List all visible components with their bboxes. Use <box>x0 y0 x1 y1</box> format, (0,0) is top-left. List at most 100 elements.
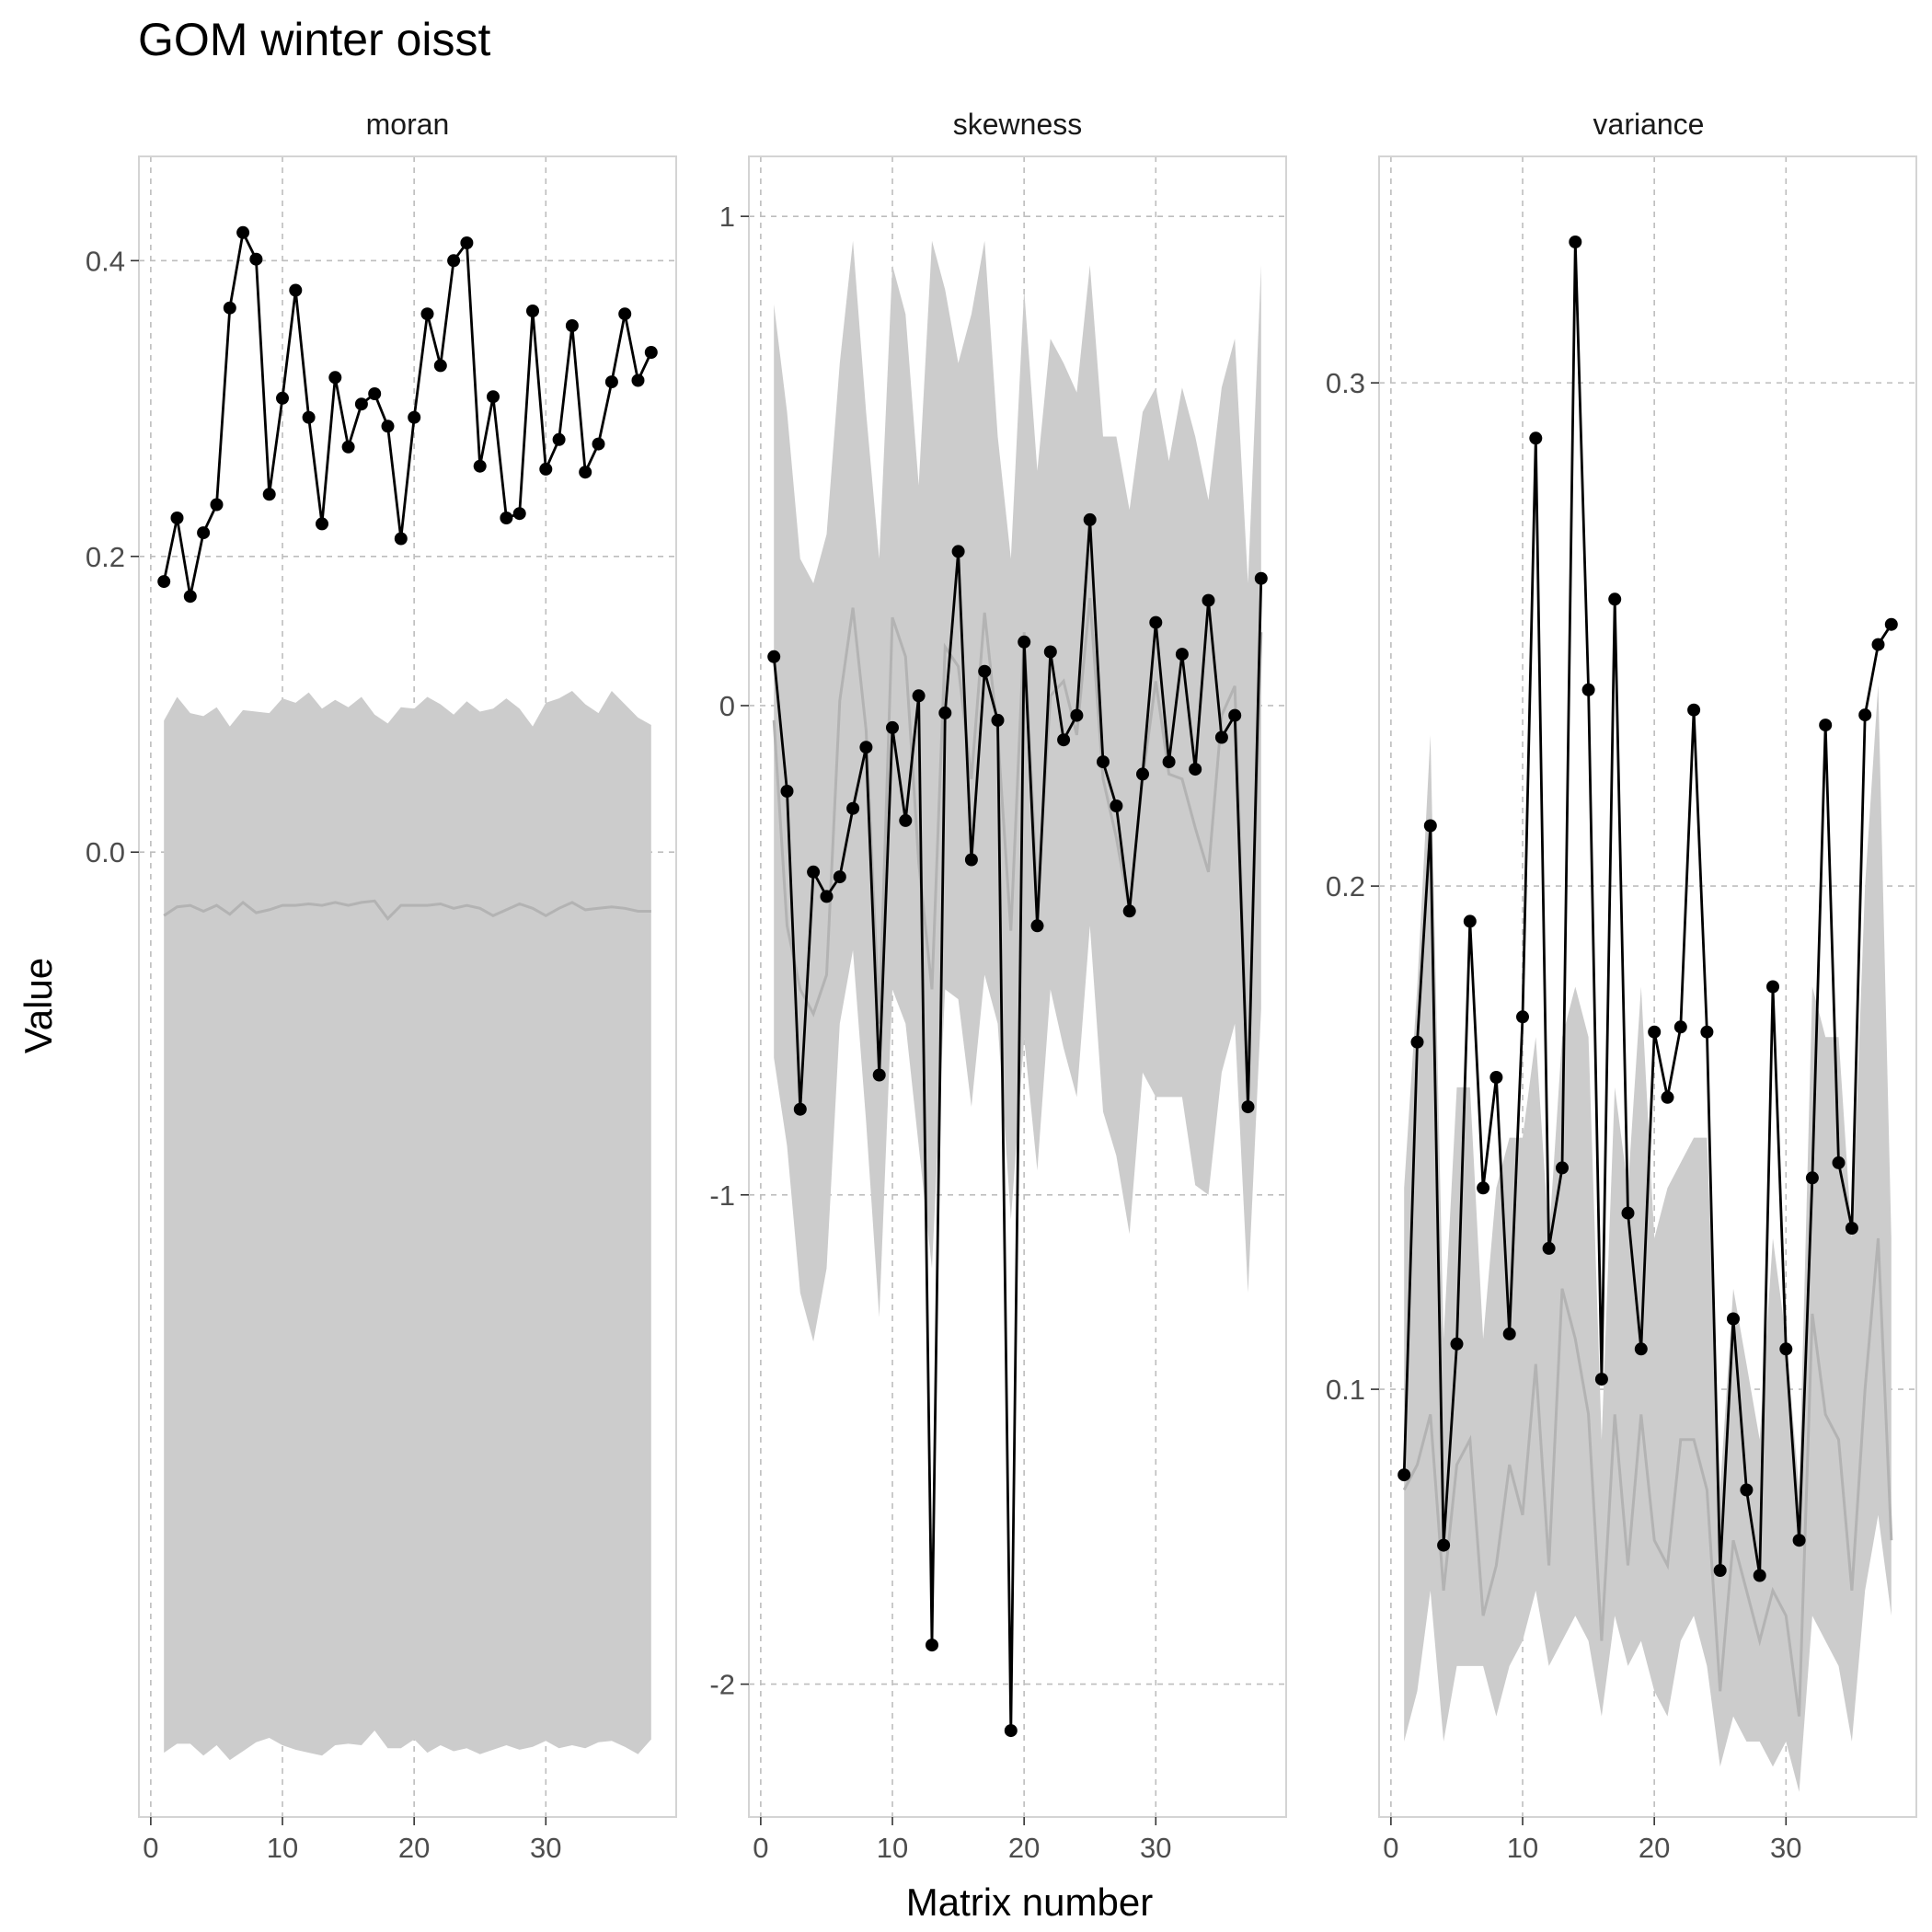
data-point <box>408 410 421 424</box>
data-point <box>1175 648 1189 661</box>
y-axis-ticks: -2 -1 0 1 <box>709 201 749 1701</box>
chart-title: GOM winter oisst <box>138 14 491 65</box>
data-point <box>1122 904 1136 918</box>
data-point <box>1740 1483 1754 1497</box>
data-point <box>846 801 860 815</box>
data-point <box>565 319 579 332</box>
data-point <box>926 1639 938 1652</box>
data-point <box>592 437 605 451</box>
data-point <box>197 526 211 540</box>
data-point <box>1241 1100 1255 1114</box>
data-point <box>644 346 658 359</box>
data-point <box>1463 914 1477 928</box>
data-point <box>1136 767 1149 781</box>
panel-frame <box>748 155 1287 1818</box>
data-point <box>1043 645 1057 659</box>
x-axis-title: Matrix number <box>906 1880 1153 1924</box>
data-point <box>1687 703 1701 717</box>
data-point <box>1502 1327 1516 1340</box>
data-point <box>487 390 500 404</box>
y-tick-label: 0.1 <box>1326 1374 1365 1406</box>
x-tick-label: 10 <box>1507 1832 1538 1864</box>
data-point <box>1097 755 1110 769</box>
facet-moran: moran 0 10 20 30 0.0 0.2 0.4 <box>86 108 677 1864</box>
data-point <box>526 305 539 317</box>
data-point <box>1477 1181 1490 1195</box>
y-tick-label: 0.0 <box>86 836 125 868</box>
data-point <box>1648 1025 1662 1039</box>
x-tick-label: 20 <box>1639 1832 1670 1864</box>
data-point <box>1397 1468 1411 1482</box>
data-point <box>872 1068 886 1082</box>
data-point <box>1700 1025 1714 1039</box>
y-tick-label: 1 <box>719 201 735 233</box>
data-point <box>1542 1241 1556 1255</box>
data-point <box>1621 1206 1635 1220</box>
data-point <box>1110 799 1123 812</box>
facet-strip-label: skewness <box>953 108 1083 141</box>
data-point <box>1004 1724 1018 1738</box>
data-point <box>1083 512 1097 526</box>
x-tick-label: 30 <box>1140 1832 1171 1864</box>
x-tick-label: 0 <box>143 1832 158 1864</box>
data-point <box>368 387 382 400</box>
observed-series <box>1402 241 1892 1576</box>
data-point <box>1057 733 1071 747</box>
observed-line <box>772 519 1263 1731</box>
data-point <box>1423 819 1437 833</box>
observed-points <box>1397 236 1898 1582</box>
data-point <box>1516 1010 1529 1024</box>
data-point <box>500 512 513 524</box>
data-point <box>236 225 250 239</box>
y-tick-label: 0.4 <box>86 245 125 277</box>
data-point <box>328 371 342 385</box>
null-median-line <box>772 597 1263 1093</box>
data-point <box>631 374 645 387</box>
data-point <box>1149 615 1163 629</box>
facet-variance: variance 0 10 20 30 0.1 0.2 0.3 <box>1326 108 1917 1864</box>
panel-frame <box>1378 155 1917 1818</box>
data-point <box>183 590 197 604</box>
null-median-series <box>772 597 1263 1093</box>
data-point <box>951 545 965 558</box>
null-envelope-area <box>164 691 651 1761</box>
null-envelope-band <box>1404 684 1892 1792</box>
data-point <box>460 236 474 249</box>
x-tick-label: 20 <box>398 1832 430 1864</box>
data-point <box>394 532 408 546</box>
data-point <box>579 466 592 479</box>
x-tick-label: 30 <box>530 1832 561 1864</box>
data-point <box>289 283 303 297</box>
null-envelope-band <box>164 691 651 1761</box>
data-point <box>1214 730 1228 744</box>
data-point <box>1673 1020 1687 1034</box>
null-median-line <box>1402 1237 1893 1717</box>
data-point <box>886 720 899 734</box>
data-point <box>420 307 434 321</box>
observed-points <box>767 512 1268 1738</box>
data-point <box>1189 763 1202 776</box>
x-tick-label: 0 <box>1383 1832 1398 1864</box>
data-point <box>1858 708 1872 722</box>
data-point <box>859 741 873 754</box>
x-tick-label: 10 <box>877 1832 908 1864</box>
data-point <box>899 813 913 827</box>
data-point <box>912 689 926 703</box>
data-point <box>433 359 447 373</box>
data-point <box>1661 1090 1674 1104</box>
data-point <box>1845 1222 1858 1235</box>
data-point <box>1753 1569 1766 1582</box>
null-median-line <box>163 899 651 921</box>
data-point <box>1070 708 1084 722</box>
panel-frame <box>138 155 677 1818</box>
facet-skewness: skewness 0 10 20 30 -2 -1 0 1 <box>709 108 1287 1864</box>
data-point <box>539 462 553 476</box>
data-point <box>1634 1342 1648 1356</box>
data-point <box>302 410 316 424</box>
data-point <box>1202 593 1215 607</box>
x-tick-label: 20 <box>1008 1832 1040 1864</box>
data-point <box>1450 1337 1464 1351</box>
data-point <box>964 853 978 867</box>
x-tick-label: 10 <box>267 1832 298 1864</box>
